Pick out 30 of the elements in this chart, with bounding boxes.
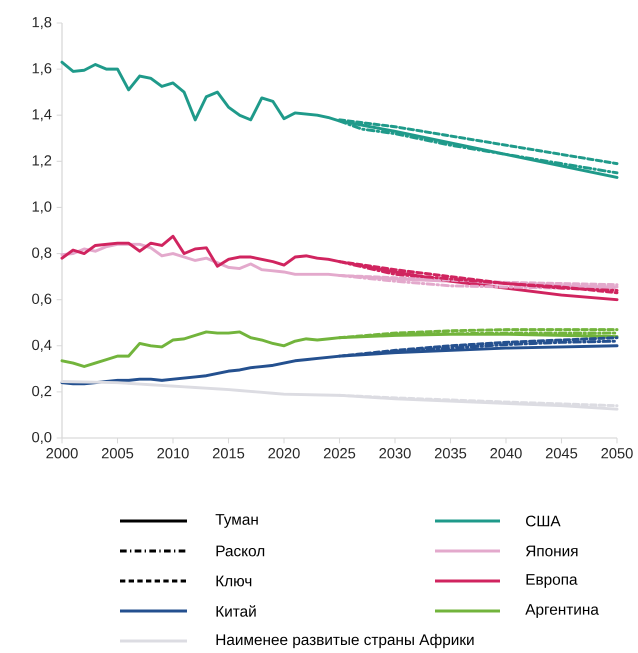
- legend-label: Европа: [526, 574, 578, 588]
- y-tick-label: 0,8: [32, 248, 52, 260]
- x-tick-label: 2005: [102, 448, 134, 458]
- x-tick-label: 2010: [158, 448, 189, 458]
- x-tick-label: 2020: [268, 448, 300, 458]
- x-tick-label: 2040: [490, 448, 522, 458]
- legend-label: Ключ: [216, 576, 252, 586]
- y-tick-label: 0,0: [32, 432, 52, 444]
- y-tick-label: 1,0: [32, 201, 52, 214]
- legend-label: Аргентина: [525, 604, 599, 618]
- x-tick-label: 2030: [380, 448, 411, 458]
- legend-label: Япония: [526, 546, 578, 556]
- legend-label: Раскол: [216, 546, 264, 556]
- x-tick-label: 2015: [213, 448, 244, 458]
- y-tick-label: 0,6: [32, 294, 52, 306]
- legend-label: США: [526, 516, 561, 526]
- y-tick-label: 1,8: [32, 16, 52, 30]
- legend-label: Туман: [216, 514, 258, 528]
- x-tick-label: 2025: [324, 448, 356, 458]
- x-tick-label: 2035: [435, 448, 466, 458]
- y-tick-label: 1,6: [32, 63, 52, 76]
- legend-label: Китай: [216, 605, 256, 617]
- legend-label: Наименее развитые страны Африки: [216, 634, 474, 648]
- x-tick-label: 2000: [46, 448, 78, 458]
- x-tick-label: 2050: [602, 448, 633, 458]
- y-tick-label: 1,4: [32, 109, 52, 122]
- y-tick-label: 0,2: [32, 386, 52, 398]
- y-tick-label: 0,4: [32, 340, 52, 352]
- x-tick-label: 2045: [546, 448, 578, 458]
- y-tick-label: 1,2: [32, 155, 52, 168]
